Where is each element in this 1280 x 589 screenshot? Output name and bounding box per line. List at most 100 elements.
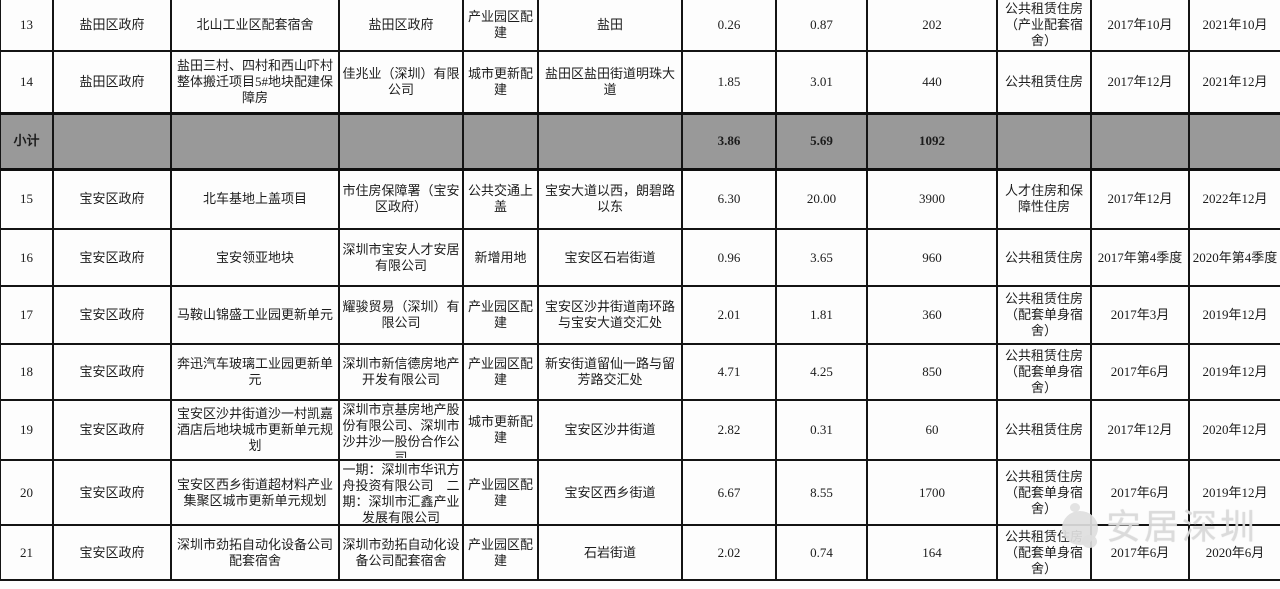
cell-value-2: 4.25 <box>775 343 868 401</box>
cell-build-type: 产业园区配建 <box>462 0 539 52</box>
cell-units: 440 <box>866 50 998 114</box>
cell-no: 14 <box>0 50 54 114</box>
cell-value-2: 0.87 <box>775 0 868 52</box>
cell-start-date: 2017年12月 <box>1090 168 1190 230</box>
cell-subtotal-units: 1092 <box>866 111 998 171</box>
cell-location <box>537 111 683 171</box>
cell-units: 3900 <box>866 168 998 230</box>
cell-developer <box>338 111 464 171</box>
cell-units: 1700 <box>866 459 998 526</box>
cell-authority: 宝安区政府 <box>52 343 172 401</box>
cell-units: 202 <box>866 0 998 52</box>
table-row: 20 宝安区政府 宝安区西乡街道超材料产业集聚区城市更新单元规划 一期：深圳市华… <box>0 459 1280 526</box>
cell-no: 19 <box>0 399 54 461</box>
cell-location: 宝安大道以西，朗碧路以东 <box>537 168 683 230</box>
cell-authority: 宝安区政府 <box>52 399 172 461</box>
cell-units: 360 <box>866 285 998 345</box>
cell-start-date: 2017年12月 <box>1090 50 1190 114</box>
cell-start-date: 2017年6月 <box>1090 524 1190 581</box>
cell-project-name: 宝安区西乡街道超材料产业集聚区城市更新单元规划 <box>170 459 340 526</box>
cell-build-type: 城市更新配建 <box>462 50 539 114</box>
table-row: 14 盐田区政府 盐田三村、四村和西山吓村整体搬迁项目5#地块配建保障房 佳兆业… <box>0 50 1280 114</box>
cell-end-date <box>1188 111 1280 171</box>
cell-authority: 宝安区政府 <box>52 459 172 526</box>
cell-location: 宝安区石岩街道 <box>537 228 683 287</box>
cell-project-name: 深圳市劲拓自动化设备公司配套宿舍 <box>170 524 340 581</box>
cell-value-1: 4.71 <box>681 343 777 401</box>
cell-units: 164 <box>866 524 998 581</box>
cell-start-date: 2017年6月 <box>1090 459 1190 526</box>
cell-location: 盐田区盐田街道明珠大道 <box>537 50 683 114</box>
cell-end-date: 2020年第4季度 <box>1188 228 1280 287</box>
cell-units: 60 <box>866 399 998 461</box>
cell-housing-type: 公共租赁住房 <box>996 50 1092 114</box>
cell-value-2: 0.31 <box>775 399 868 461</box>
cell-project-name: 奔迅汽车玻璃工业园更新单元 <box>170 343 340 401</box>
subtotal-row: 小计 3.86 5.69 1092 <box>0 111 1280 171</box>
cell-subtotal-label: 小计 <box>0 111 54 171</box>
table-row: 21 宝安区政府 深圳市劲拓自动化设备公司配套宿舍 深圳市劲拓自动化设备公司配套… <box>0 524 1280 581</box>
cell-no: 20 <box>0 459 54 526</box>
cell-value-1: 1.85 <box>681 50 777 114</box>
cell-value-1: 2.02 <box>681 524 777 581</box>
cell-value-1: 0.96 <box>681 228 777 287</box>
cell-build-type: 产业园区配建 <box>462 459 539 526</box>
cell-start-date: 2017年3月 <box>1090 285 1190 345</box>
cell-housing-type: 公共租赁住房（配套单身宿舍） <box>996 459 1092 526</box>
table-row: 17 宝安区政府 马鞍山锦盛工业园更新单元 耀骏贸易（深圳）有限公司 产业园区配… <box>0 285 1280 345</box>
cell-value-2: 3.65 <box>775 228 868 287</box>
cell-value-2: 1.81 <box>775 285 868 345</box>
cell-units: 960 <box>866 228 998 287</box>
cell-build-type <box>462 111 539 171</box>
table-row: 19 宝安区政府 宝安区沙井街道沙一村凯嘉酒店后地块城市更新单元规划 深圳市京基… <box>0 399 1280 461</box>
table-row: 16 宝安区政府 宝安领亚地块 深圳市宝安人才安居有限公司 新增用地 宝安区石岩… <box>0 228 1280 287</box>
cell-build-type: 新增用地 <box>462 228 539 287</box>
cell-developer: 深圳市京基房地产股份有限公司、深圳市沙井沙一股份合作公司 <box>338 399 464 461</box>
cell-location: 宝安区沙井街道南环路与宝安大道交汇处 <box>537 285 683 345</box>
cell-start-date <box>1090 111 1190 171</box>
cell-no: 16 <box>0 228 54 287</box>
cell-end-date: 2022年12月 <box>1188 168 1280 230</box>
cell-end-date: 2019年12月 <box>1188 343 1280 401</box>
cell-end-date: 2021年10月 <box>1188 0 1280 52</box>
cell-developer: 佳兆业（深圳）有限公司 <box>338 50 464 114</box>
cell-build-type: 产业园区配建 <box>462 343 539 401</box>
cell-end-date: 2020年6月 <box>1188 524 1280 581</box>
cell-project-name: 北车基地上盖项目 <box>170 168 340 230</box>
cell-start-date: 2017年6月 <box>1090 343 1190 401</box>
cell-housing-type: 公共租赁住房（产业配套宿舍） <box>996 0 1092 52</box>
cell-value-2: 3.01 <box>775 50 868 114</box>
cell-housing-type <box>996 111 1092 171</box>
cell-build-type: 产业园区配建 <box>462 285 539 345</box>
cell-authority: 盐田区政府 <box>52 0 172 52</box>
cell-value-1: 6.67 <box>681 459 777 526</box>
cell-housing-type: 公共租赁住房 <box>996 228 1092 287</box>
table-row: 15 宝安区政府 北车基地上盖项目 市住房保障署（宝安区政府） 公共交通上盖 宝… <box>0 168 1280 230</box>
cell-location: 宝安区沙井街道 <box>537 399 683 461</box>
cell-developer-text: 深圳市京基房地产股份有限公司、深圳市沙井沙一股份合作公司 <box>342 402 460 458</box>
cell-authority: 宝安区政府 <box>52 524 172 581</box>
cell-no: 15 <box>0 168 54 230</box>
cell-end-date: 2021年12月 <box>1188 50 1280 114</box>
cell-authority <box>52 111 172 171</box>
cell-start-date: 2017年12月 <box>1090 399 1190 461</box>
cell-no: 18 <box>0 343 54 401</box>
cell-developer: 市住房保障署（宝安区政府） <box>338 168 464 230</box>
cell-developer: 深圳市劲拓自动化设备公司配套宿舍 <box>338 524 464 581</box>
cell-build-type: 产业园区配建 <box>462 524 539 581</box>
cell-subtotal-value-1: 3.86 <box>681 111 777 171</box>
cell-developer: 一期：深圳市华讯方舟投资有限公司 二期：深圳市汇鑫产业发展有限公司 <box>338 459 464 526</box>
table-row: 18 宝安区政府 奔迅汽车玻璃工业园更新单元 深圳市新信德房地产开发有限公司 产… <box>0 343 1280 401</box>
cell-developer: 深圳市新信德房地产开发有限公司 <box>338 343 464 401</box>
cell-value-1: 0.26 <box>681 0 777 52</box>
cell-project-name: 宝安领亚地块 <box>170 228 340 287</box>
cell-end-date: 2019年12月 <box>1188 459 1280 526</box>
cell-project-name <box>170 111 340 171</box>
cell-housing-type: 公共租赁住房（配套单身宿舍） <box>996 285 1092 345</box>
cell-location: 盐田 <box>537 0 683 52</box>
cell-end-date: 2020年12月 <box>1188 399 1280 461</box>
cell-start-date: 2017年第4季度 <box>1090 228 1190 287</box>
cell-build-type: 公共交通上盖 <box>462 168 539 230</box>
table-row: 13 盐田区政府 北山工业区配套宿舍 盐田区政府 产业园区配建 盐田 0.26 … <box>0 0 1280 52</box>
